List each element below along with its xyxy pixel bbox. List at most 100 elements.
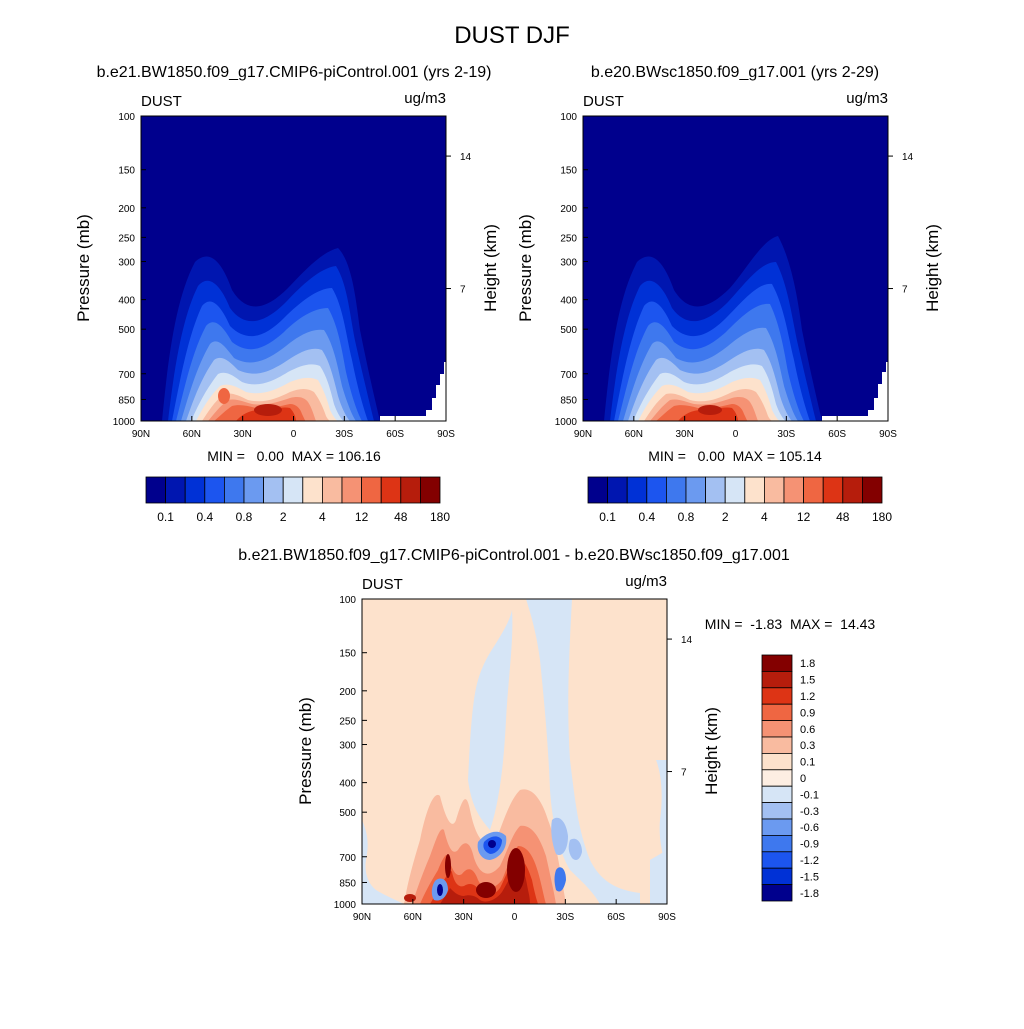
colorbar-swatch (282, 476, 304, 504)
y-tick-label: 200 (560, 204, 577, 215)
missing-region (822, 362, 888, 421)
y-axis: 100 150 200 250 300 400 500 700 850 1000 (555, 112, 588, 428)
colorbar-swatch (761, 818, 793, 836)
colorbar-swatch (761, 769, 793, 787)
colorbar-swatch (761, 703, 793, 722)
y-tick-label: 400 (118, 296, 135, 307)
y-tick-label: 100 (339, 595, 356, 606)
y-tick-label: 1000 (334, 900, 357, 911)
negative-pocket (437, 884, 443, 896)
colorbar-label: 2 (722, 510, 729, 524)
x-tick-label: 90N (574, 429, 592, 440)
positive-core (476, 882, 496, 898)
y-tick-label: 500 (118, 325, 135, 336)
x-tick-label: 0 (512, 912, 518, 923)
colorbar-label: 180 (872, 510, 892, 524)
negative-region-right (656, 760, 667, 870)
y-tick-label: 100 (118, 112, 135, 123)
colorbar-label: 0.8 (236, 510, 253, 524)
y-tick-label: 850 (118, 395, 135, 406)
x-tick-label: 30N (233, 429, 251, 440)
right-axis-label: Height (km) (481, 224, 500, 312)
field-plot (141, 116, 446, 421)
y-axis: 100 150 200 250 300 400 500 700 850 1000 (334, 595, 367, 911)
negative-region-left (362, 820, 404, 904)
colorbar: 0.1 0.4 0.8 2 4 12 48 180 (587, 476, 892, 524)
y-tick-label: 150 (560, 166, 577, 177)
y-tick-label: 400 (339, 779, 356, 790)
y-tick-label: 100 (560, 112, 577, 123)
colorbar-swatch (761, 785, 793, 804)
x-tick-label: 30N (675, 429, 693, 440)
colorbar-label: 48 (836, 510, 850, 524)
panel-title: b.e21.BW1850.f09_g17.CMIP6-piControl.001… (238, 547, 790, 564)
units-label: ug/m3 (404, 90, 446, 107)
x-tick-label: 90S (437, 429, 455, 440)
contour-core (254, 404, 282, 416)
colorbar-swatch (626, 476, 648, 504)
y-tick-label: 1000 (555, 417, 578, 428)
x-tick-label: 30S (777, 429, 795, 440)
missing-region (380, 362, 446, 421)
variable-label: DUST (141, 93, 182, 110)
x-tick-label: 30S (335, 429, 353, 440)
colorbar-swatch (761, 720, 793, 738)
colorbar-label: 4 (319, 510, 326, 524)
stats-label: MIN = 0.00 MAX = 106.16 (207, 448, 381, 464)
contour-core (698, 405, 722, 415)
colorbar-swatch (761, 753, 793, 771)
colorbar-label: -0.6 (800, 822, 819, 834)
colorbar-swatch (761, 867, 793, 886)
negative-region-south-edge (650, 850, 667, 904)
x-tick-label: 90N (132, 429, 150, 440)
colorbar-label: 0.9 (800, 707, 815, 719)
colorbar-label: 0.8 (678, 510, 695, 524)
colorbar-label: -0.1 (800, 789, 819, 801)
colorbar-swatch (263, 476, 284, 504)
stats-label: MIN = 0.00 MAX = 105.14 (648, 448, 822, 464)
field-plot (362, 599, 667, 904)
y-axis-label: Pressure (mb) (296, 697, 315, 805)
colorbar-swatch (761, 671, 793, 689)
y-axis: 100 150 200 250 300 400 500 700 850 1000 (113, 112, 146, 428)
colorbar-label: 1.5 (800, 675, 815, 687)
x-axis: 90N 60N 30N 0 30S 60S 90S (574, 416, 897, 440)
x-tick-label: 90S (658, 912, 676, 923)
colorbar-swatch (761, 884, 793, 902)
right-tick-label: 14 (902, 152, 914, 163)
x-tick-label: 60N (625, 429, 643, 440)
colorbar-label: 1.2 (800, 691, 815, 703)
colorbar-label: 0.3 (800, 740, 815, 752)
y-tick-label: 300 (118, 258, 135, 269)
x-tick-label: 90S (879, 429, 897, 440)
colorbar-label: 0.1 (599, 510, 616, 524)
variable-label: DUST (583, 93, 624, 110)
stats-label: MIN = -1.83 MAX = 14.43 (705, 616, 876, 632)
colorbar-swatch (302, 476, 323, 504)
colorbar-swatch (223, 476, 245, 504)
y-tick-label: 250 (339, 716, 356, 727)
y-tick-label: 850 (560, 395, 577, 406)
right-tick-label: 14 (460, 152, 472, 163)
colorbar-swatch (321, 476, 343, 504)
y-tick-label: 300 (339, 741, 356, 752)
colorbar-label: 0.1 (157, 510, 174, 524)
positive-core (445, 854, 451, 878)
y-tick-label: 1000 (113, 417, 136, 428)
colorbar-swatch (705, 476, 726, 504)
y-tick-label: 700 (118, 370, 135, 381)
colorbar-swatch (842, 476, 863, 504)
colorbar-swatch (243, 476, 265, 504)
negative-region-north (468, 610, 513, 830)
colorbar-label: 0.4 (638, 510, 655, 524)
colorbar-label: -1.2 (800, 855, 819, 867)
colorbar-swatch (646, 476, 667, 504)
y-tick-label: 700 (560, 370, 577, 381)
colorbar-swatch (761, 736, 793, 754)
colorbar-label: 0.6 (800, 724, 815, 736)
colorbar-label: 0 (800, 773, 806, 785)
right-tick-label: 7 (902, 285, 908, 296)
colorbar-label: 0.1 (800, 757, 815, 769)
colorbar-swatch (862, 476, 883, 504)
